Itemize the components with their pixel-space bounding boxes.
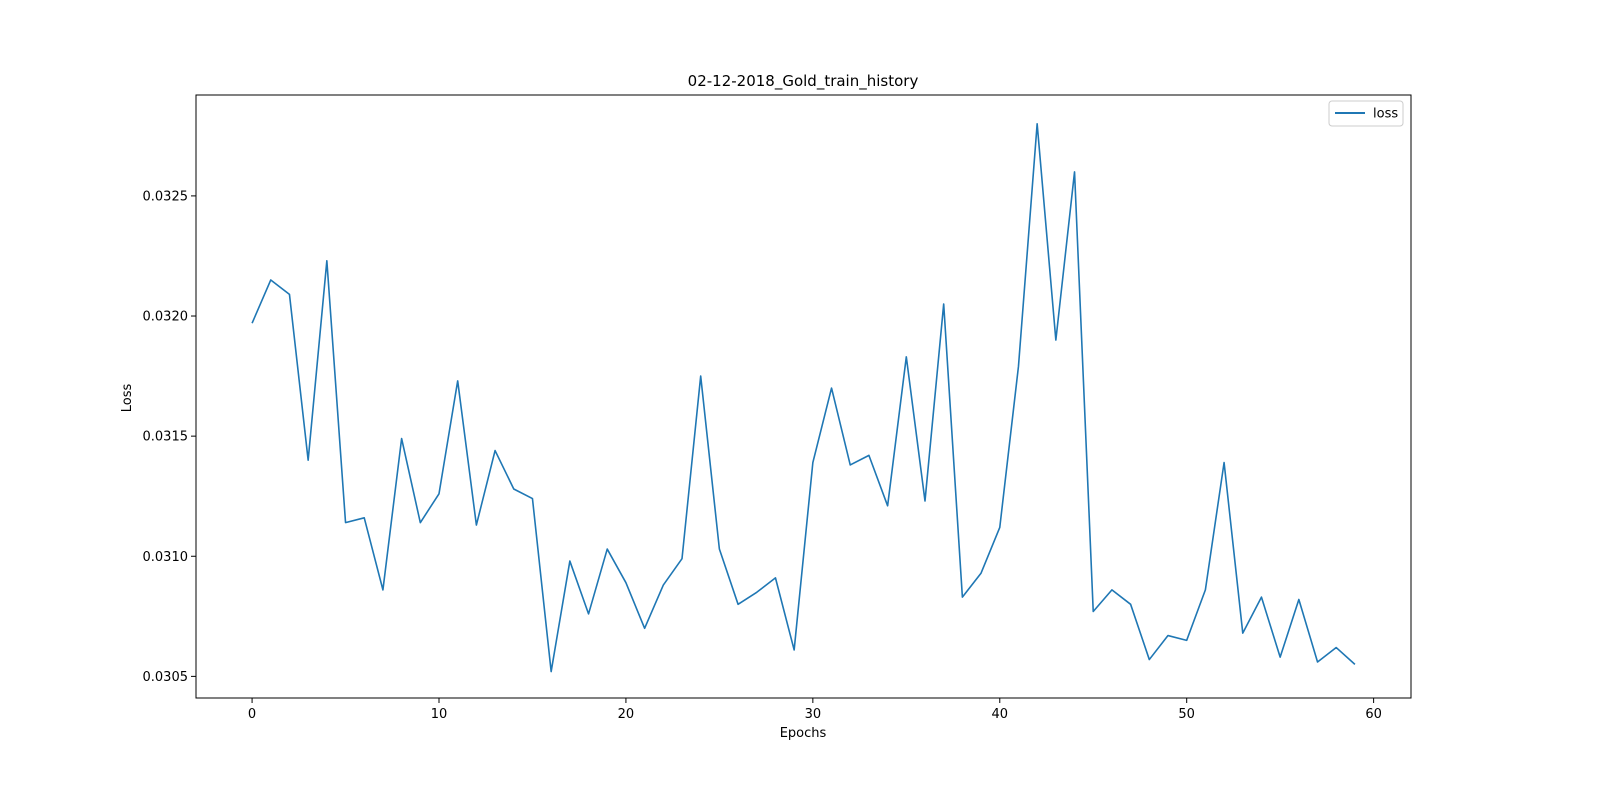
y-tick-label: 0.0310 <box>143 550 189 565</box>
y-tick-label: 0.0320 <box>143 310 189 325</box>
x-tick-label: 0 <box>248 707 256 722</box>
legend: loss <box>1328 100 1404 127</box>
chart-title: 02-12-2018_Gold_train_history <box>688 72 919 91</box>
legend-box <box>1328 100 1404 127</box>
x-tick-label: 30 <box>805 707 822 722</box>
x-axis: 0 10 20 30 40 50 60 <box>248 698 1382 722</box>
y-axis: 0.0305 0.0310 0.0315 0.0320 0.0325 <box>143 189 196 685</box>
x-tick-label: 50 <box>1178 707 1195 722</box>
x-tick-label: 20 <box>618 707 635 722</box>
legend-label-loss: loss <box>1373 107 1398 122</box>
y-axis-title: Loss <box>120 384 135 413</box>
x-tick-label: 40 <box>991 707 1008 722</box>
y-tick-label: 0.0305 <box>143 670 189 685</box>
plot-frame <box>195 94 1412 699</box>
x-tick-label: 60 <box>1365 707 1382 722</box>
y-tick-label: 0.0325 <box>143 189 189 204</box>
x-tick-label: 10 <box>431 707 448 722</box>
series-line-loss <box>251 123 1356 673</box>
plot-area <box>251 123 1356 673</box>
y-tick-label: 0.0315 <box>143 430 189 445</box>
x-axis-title: Epochs <box>780 726 827 741</box>
